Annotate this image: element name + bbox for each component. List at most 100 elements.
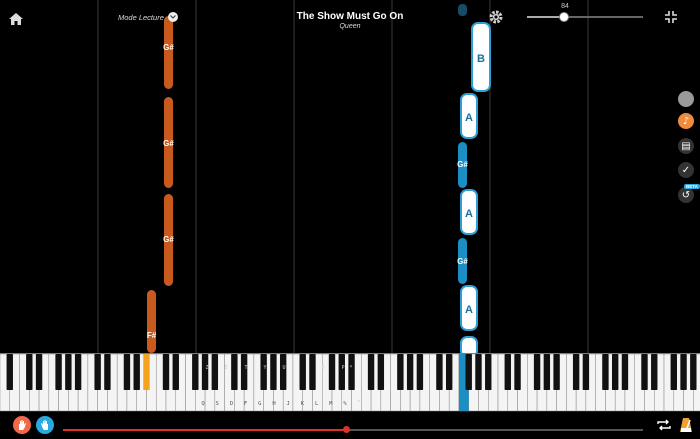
note-bar — [147, 290, 156, 353]
piano-black-key[interactable] — [680, 354, 687, 390]
piano-black-key[interactable] — [260, 354, 267, 390]
piano-white-key-pressed[interactable] — [458, 354, 469, 411]
piano-black-key[interactable] — [74, 354, 82, 390]
black-key-hint: * — [349, 365, 352, 371]
piano-black-key[interactable] — [279, 354, 287, 390]
piano-black-key[interactable] — [367, 354, 375, 390]
piano-black-key[interactable] — [299, 354, 306, 390]
piano-black-key[interactable] — [445, 354, 453, 390]
top-bar: Mode Lecture The Show Must Go On Queen 8… — [0, 0, 700, 36]
side-sheet-button[interactable]: ▤ — [678, 138, 694, 154]
note-bar — [164, 194, 173, 286]
white-key-hint: G — [258, 401, 261, 407]
note-bar — [471, 22, 491, 92]
piano-black-key[interactable] — [309, 354, 316, 390]
progress-bar[interactable] — [63, 426, 643, 433]
collapse-icon — [665, 11, 677, 23]
piano-black-key[interactable] — [123, 354, 131, 390]
speed-slider-thumb[interactable] — [559, 12, 570, 22]
piano-black-key[interactable] — [436, 354, 443, 390]
piano-black-key[interactable] — [485, 354, 492, 390]
piano-black-key[interactable] — [94, 354, 101, 390]
piano-black-key[interactable] — [621, 354, 629, 390]
piano-black-key[interactable] — [690, 354, 697, 390]
piano-black-key[interactable] — [162, 354, 170, 390]
black-key-hint: Y — [263, 365, 266, 371]
right-hand-icon — [41, 420, 48, 430]
white-key-hint: % — [343, 401, 347, 407]
note-label: A — [465, 208, 473, 220]
song-title: The Show Must Go On — [296, 11, 404, 22]
white-key-hint: D — [230, 401, 233, 407]
home-icon — [9, 13, 23, 25]
piano-black-key[interactable] — [270, 354, 277, 390]
piano-black-key[interactable] — [377, 354, 385, 390]
speed-value: 84 — [561, 3, 569, 10]
collapse-button[interactable] — [664, 10, 678, 24]
piano-black-key[interactable] — [172, 354, 179, 390]
piano-black-key[interactable] — [572, 354, 580, 390]
piano-black-key[interactable] — [602, 354, 609, 390]
piano-black-key[interactable] — [475, 354, 482, 390]
piano-black-key[interactable] — [201, 354, 209, 390]
piano-black-key[interactable] — [348, 354, 355, 390]
chevron-down-icon — [167, 12, 178, 22]
piano-black-key[interactable] — [104, 354, 111, 390]
note-label: F# — [147, 331, 157, 340]
piano-black-key[interactable] — [651, 354, 658, 390]
note-bar — [164, 16, 173, 89]
piano-black-key[interactable] — [35, 354, 43, 390]
piano-black-key[interactable] — [55, 354, 62, 390]
sheet-icon: ▤ — [681, 140, 691, 152]
song-info: The Show Must Go On Queen — [0, 11, 700, 30]
piano-black-key[interactable] — [543, 354, 551, 390]
piano-black-key[interactable] — [26, 354, 33, 390]
note-label: G# — [163, 139, 174, 148]
piano-black-key[interactable] — [514, 354, 521, 390]
black-key-hint: O — [321, 365, 324, 371]
black-key-hint: E — [224, 365, 227, 371]
piano-black-key[interactable] — [133, 354, 140, 390]
piano-black-key[interactable] — [231, 354, 238, 390]
piano-black-key[interactable] — [6, 354, 13, 390]
left-hand-icon — [19, 420, 26, 430]
speed-slider[interactable] — [527, 12, 643, 22]
piano-black-key[interactable] — [328, 354, 336, 390]
piano-black-key[interactable] — [65, 354, 72, 390]
side-note-button[interactable]: ♪ — [678, 113, 694, 129]
side-undo-button[interactable]: ↺ — [678, 187, 694, 203]
left-hand-button[interactable] — [13, 416, 31, 434]
piano-black-key[interactable] — [406, 354, 414, 390]
piano-black-key[interactable] — [611, 354, 619, 390]
piano-black-key[interactable] — [641, 354, 648, 390]
piano-black-key[interactable] — [416, 354, 424, 390]
mode-selector[interactable]: Mode Lecture — [118, 12, 178, 22]
piano-black-key[interactable] — [397, 354, 404, 390]
piano-black-key[interactable] — [670, 354, 677, 390]
piano-black-key[interactable] — [192, 354, 199, 390]
piano-black-key[interactable] — [465, 354, 472, 390]
piano-black-key[interactable] — [338, 354, 345, 390]
note-bar — [460, 285, 478, 331]
piano-black-key[interactable] — [553, 354, 560, 390]
side-check-button[interactable]: ✓ — [678, 162, 694, 178]
piano-black-key[interactable] — [533, 354, 541, 390]
note-bar — [458, 238, 467, 284]
piano-black-key-pressed[interactable] — [143, 354, 150, 390]
note-label: G# — [163, 43, 174, 52]
settings-button[interactable] — [488, 9, 504, 25]
piano-black-key[interactable] — [504, 354, 511, 390]
piano-black-key[interactable] — [240, 354, 248, 390]
right-hand-button[interactable] — [36, 416, 54, 434]
side-gray-toggle-button[interactable] — [678, 91, 694, 107]
song-artist: Queen — [339, 23, 361, 30]
home-button[interactable] — [8, 11, 24, 27]
loop-button[interactable] — [656, 417, 672, 433]
piano-black-key[interactable] — [582, 354, 590, 390]
undo-icon: ↺ — [681, 189, 691, 201]
metronome-button[interactable] — [678, 416, 694, 434]
piano-black-key[interactable] — [211, 354, 219, 390]
white-key-hint: J — [287, 401, 290, 407]
progress-thumb[interactable] — [343, 426, 351, 433]
